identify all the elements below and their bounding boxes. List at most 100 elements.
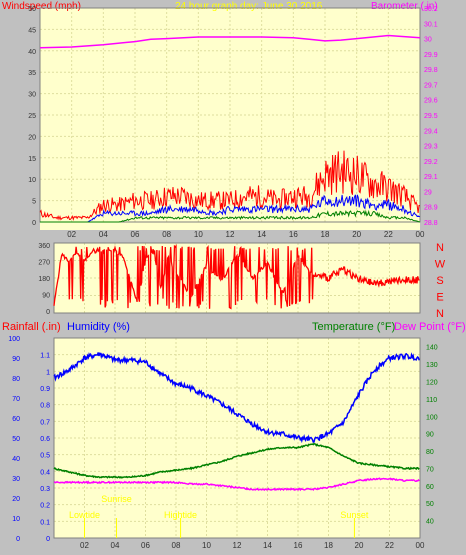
compass-label: N bbox=[436, 308, 444, 320]
compass-label: W bbox=[435, 259, 446, 271]
wind-x-tick: 10 bbox=[194, 230, 203, 239]
humidity-x-tick: 14 bbox=[263, 541, 272, 550]
wind-y-tick: 50 bbox=[28, 6, 36, 13]
temperature-y-tick: 140 bbox=[426, 345, 438, 352]
humidity-x-tick: 10 bbox=[202, 541, 211, 550]
barometer-y-tick: 30 bbox=[424, 37, 432, 44]
barometer-y-tick: 29.8 bbox=[424, 67, 438, 74]
barometer-y-tick: 29.9 bbox=[424, 52, 438, 59]
humidity-y-tick: 80 bbox=[12, 376, 20, 383]
humidity-y-tick: 50 bbox=[12, 436, 20, 443]
direction-grid-frame bbox=[53, 242, 421, 314]
wind-y-tick: 0 bbox=[32, 220, 36, 227]
humidity-temp-chart: 010203040506070809010000.10.20.30.40.50.… bbox=[8, 336, 437, 550]
wind-low-series bbox=[40, 209, 421, 223]
compass-label: S bbox=[436, 275, 443, 287]
wind-y-tick: 35 bbox=[28, 70, 36, 77]
humidity-y-tick: 40 bbox=[12, 456, 20, 463]
barometer-y-tick: 29.7 bbox=[424, 82, 438, 89]
humidity-y-tick: 100 bbox=[8, 336, 20, 343]
humidity-y-tick: 20 bbox=[12, 496, 20, 503]
wind-x-tick: 14 bbox=[257, 230, 266, 239]
barometer-y-tick: 29 bbox=[424, 189, 432, 196]
temperature-y-tick: 110 bbox=[426, 397, 437, 404]
temperature-y-tick: 130 bbox=[426, 362, 438, 369]
wind-x-tick: 16 bbox=[289, 230, 298, 239]
humidity-y-tick: 90 bbox=[12, 356, 20, 363]
barometer-y-tick: 29.5 bbox=[424, 113, 438, 120]
temperature-y-tick: 80 bbox=[426, 449, 434, 456]
humidity-x-tick: 22 bbox=[385, 541, 394, 550]
humidity-x-tick: 06 bbox=[141, 541, 150, 550]
wind-y-tick: 10 bbox=[28, 177, 36, 184]
wind-x-tick: 20 bbox=[352, 230, 361, 239]
rainfall-y-tick: 0.5 bbox=[40, 453, 50, 460]
rainfall-y-tick: 0.9 bbox=[40, 386, 50, 393]
wind-average-series bbox=[40, 194, 421, 223]
humidity-x-tick: 20 bbox=[355, 541, 364, 550]
rainfall-y-tick: 0.7 bbox=[40, 419, 50, 426]
barometer-y-tick: 30.1 bbox=[424, 21, 438, 28]
rainfall-y-tick: 1.1 bbox=[40, 353, 50, 360]
barometer-y-tick: 29.2 bbox=[424, 159, 438, 166]
barometer-y-tick: 30.2 bbox=[424, 6, 438, 13]
direction-y-tick: 180 bbox=[38, 276, 50, 283]
wind-direction-series bbox=[53, 244, 420, 310]
wind-y-tick: 20 bbox=[28, 134, 36, 141]
dewpoint-axis-title: Dew Point (°F) bbox=[394, 321, 466, 333]
sun-tide-label: Sunrise bbox=[101, 494, 132, 504]
humidity-y-tick: 60 bbox=[12, 416, 20, 423]
humidity-axis-title: Humidity (%) bbox=[67, 321, 130, 333]
barometer-y-tick: 28.8 bbox=[424, 220, 438, 227]
wind-grid-frame bbox=[39, 7, 421, 223]
wind-gust-series bbox=[39, 150, 420, 221]
rainfall-y-tick: 1 bbox=[46, 369, 50, 376]
temperature-y-tick: 60 bbox=[426, 484, 434, 491]
humidity-y-tick: 70 bbox=[12, 396, 20, 403]
rainfall-y-tick: 0.4 bbox=[40, 469, 50, 476]
humidity-x-tick: 00 bbox=[416, 541, 425, 550]
barometer-y-tick: 29.4 bbox=[424, 128, 438, 135]
rainfall-y-tick: 0.1 bbox=[40, 519, 50, 526]
temperature-series bbox=[53, 442, 420, 479]
rainfall-y-tick: 0.2 bbox=[40, 503, 50, 510]
humidity-x-tick: 12 bbox=[233, 541, 242, 550]
dewpoint-series bbox=[53, 477, 420, 492]
wind-chart: 0 5 10 15 20 25 30 35 40 45 50 28.8 28.9 29 29.1 29.2 29… bbox=[28, 6, 438, 239]
temperature-y-tick: 100 bbox=[426, 414, 438, 421]
humidity-y-tick: 0 bbox=[16, 536, 20, 543]
wind-y-tick: 30 bbox=[28, 92, 36, 99]
humidity-x-tick: 04 bbox=[111, 541, 120, 550]
barometer-y-tick: 29.3 bbox=[424, 144, 438, 151]
wind-axis-title: Windspeed (mph) bbox=[2, 1, 81, 12]
humidity-series bbox=[53, 352, 420, 444]
sun-tide-label: Hightide bbox=[164, 510, 197, 520]
rainfall-y-tick: 0 bbox=[46, 536, 50, 543]
temperature-axis-title: Temperature (°F) bbox=[312, 321, 395, 333]
wind-x-tick: 02 bbox=[67, 230, 76, 239]
temperature-y-tick: 90 bbox=[426, 432, 434, 439]
wind-y-tick: 45 bbox=[28, 27, 36, 34]
wind-y-tick: 25 bbox=[28, 113, 36, 120]
temperature-y-tick: 40 bbox=[426, 519, 434, 526]
barometer-y-tick: 28.9 bbox=[424, 205, 438, 212]
wind-x-tick: 00 bbox=[416, 230, 425, 239]
temperature-y-tick: 120 bbox=[426, 379, 438, 386]
direction-y-tick: 90 bbox=[42, 293, 50, 300]
humidity-x-tick: 02 bbox=[80, 541, 89, 550]
humidity-x-tick: 08 bbox=[172, 541, 181, 550]
wind-x-tick: 22 bbox=[384, 230, 393, 239]
humidity-grid-frame bbox=[53, 337, 421, 539]
rainfall-y-tick: 0.8 bbox=[40, 403, 50, 410]
chart-title: 24 hour graph day: June 30 2016 bbox=[175, 1, 323, 12]
wind-y-tick: 5 bbox=[32, 199, 36, 206]
wind-x-tick: 06 bbox=[131, 230, 140, 239]
humidity-y-tick: 10 bbox=[12, 516, 20, 523]
barometer-axis-title: Barometer (.in) bbox=[371, 1, 438, 12]
sun-tide-label: Lowtide bbox=[69, 510, 100, 520]
direction-y-tick: 270 bbox=[38, 260, 50, 267]
wind-x-tick: 04 bbox=[99, 230, 108, 239]
humidity-x-tick: 18 bbox=[324, 541, 333, 550]
wind-x-tick: 08 bbox=[162, 230, 171, 239]
